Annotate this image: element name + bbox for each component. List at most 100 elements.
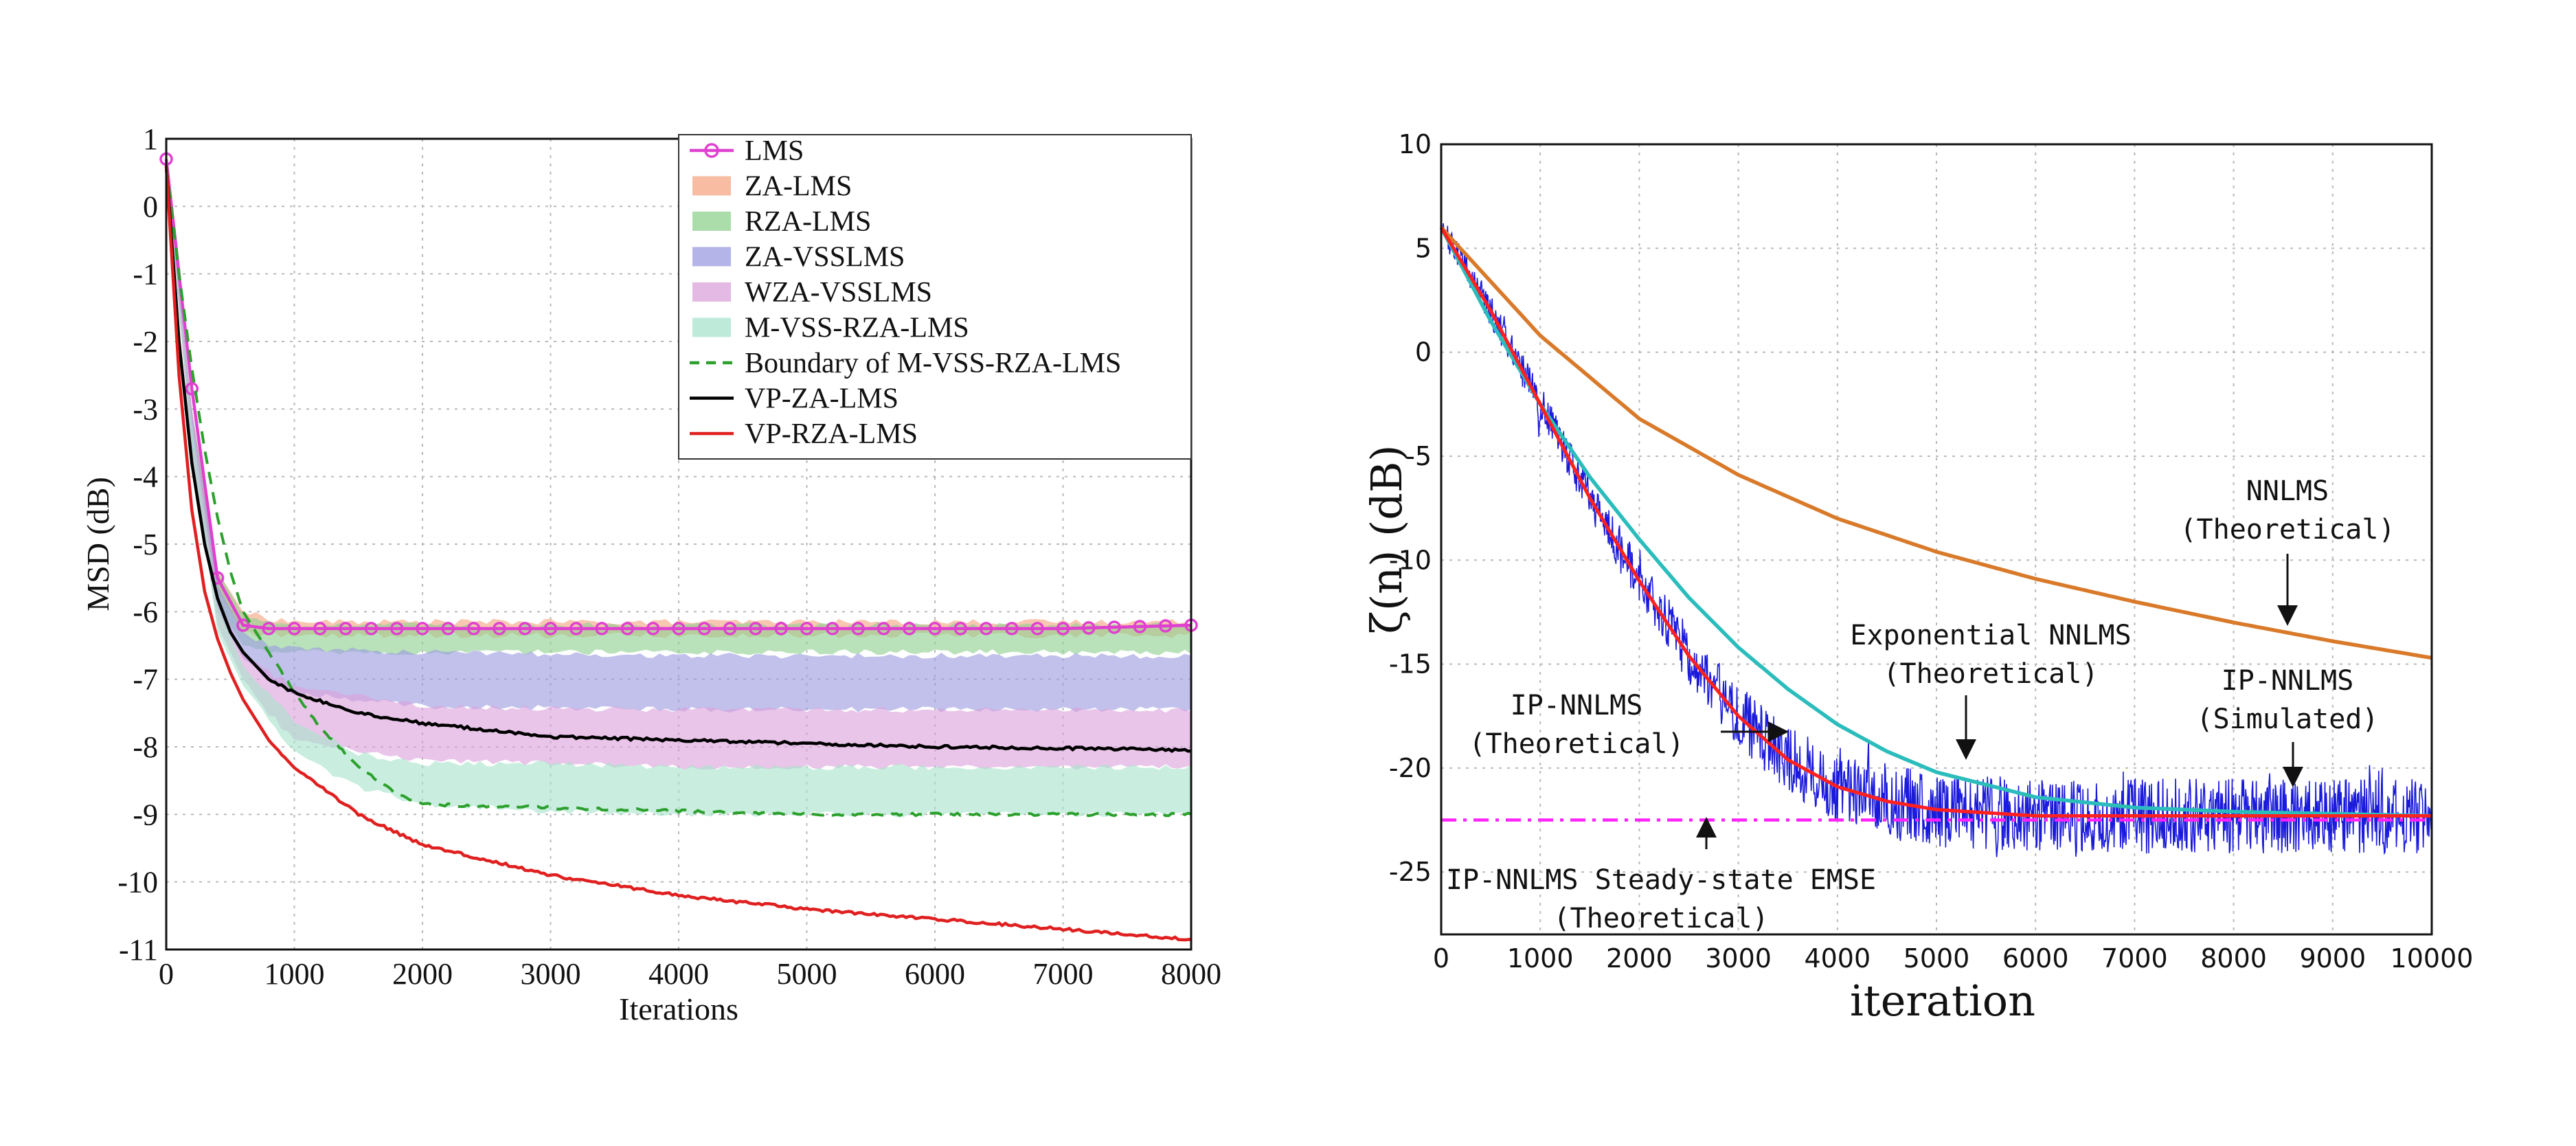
left-line-lms (164, 159, 1192, 631)
right-x-tick-labels: 0 1000 2000 3000 4000 5000 6000 7000 8000 9000 100… (1433, 943, 2474, 974)
legend-entry: RZA-LMS (745, 206, 871, 238)
right-y-axis-title: ζ(n) (dB) (1362, 445, 1412, 633)
lms-marker (518, 622, 532, 636)
legend-marker (704, 143, 719, 158)
annotation-ipth-line: IP-NNLMS (1511, 690, 1643, 721)
lms-marker (826, 622, 839, 636)
left-chart-msd: 0 1000 2000 3000 4000 5000 6000 7000 8000 1 0 -1 -2… (80, 122, 1221, 1026)
lms-marker (466, 622, 481, 636)
right-y-tick-label: 0 (1415, 337, 1432, 368)
lms-marker (416, 622, 429, 636)
right-y-tick-label: -10 (1389, 545, 1432, 575)
annotation-ipth-line: (Theoretical) (1469, 728, 1684, 760)
right-y-tick-labels: 10 5 0 -5 -10 -15 -20 -25 (1389, 129, 1432, 887)
right-x-tick-label: 4000 (1804, 943, 1871, 974)
lms-marker (749, 622, 762, 636)
lms-marker (851, 622, 865, 636)
legend-entry: VP-ZA-LMS (745, 383, 899, 415)
right-y-tick-label: -15 (1389, 649, 1432, 679)
lms-marker (646, 622, 660, 636)
lms-marker (595, 622, 609, 636)
legend-entry: ZA-VSSLMS (745, 242, 905, 273)
right-x-tick-label: 8000 (2200, 943, 2267, 974)
legend-entry: LMS (745, 135, 804, 167)
left-y-tick-label: -3 (133, 392, 158, 426)
lms-marker (979, 622, 993, 636)
left-x-tick-label: 8000 (1161, 957, 1221, 991)
right-chart-emse: 0 1000 2000 3000 4000 5000 6000 7000 8000 9000 100… (1362, 129, 2473, 1026)
annotation-ipsim-line: (Simulated) (2197, 704, 2379, 735)
right-x-axis-title: iteration (1850, 976, 2035, 1026)
lms-marker (236, 618, 250, 632)
left-y-tick-label: 0 (143, 190, 158, 223)
left-x-tick-labels: 0 1000 2000 3000 4000 5000 6000 7000 8000 (159, 957, 1221, 991)
left-x-tick-label: 6000 (905, 957, 965, 991)
left-y-tick-label: -9 (133, 798, 158, 831)
right-lines (1439, 218, 2432, 857)
right-line-nnlms-theoretical (1439, 226, 2432, 660)
right-annotations: NNLMS (Theoretical) Exponential NNLMS (Theo… (1446, 475, 2395, 934)
lms-marker (1107, 620, 1121, 634)
right-x-tick-label: 2000 (1606, 943, 1673, 974)
left-line-vp-za-lms (164, 166, 1191, 753)
right-y-tick-label: -20 (1389, 753, 1432, 783)
right-y-tick-label: -5 (1405, 441, 1432, 471)
right-y-tick-label: 10 (1399, 129, 1432, 159)
lms-marker (493, 622, 506, 636)
left-y-tick-label: -5 (133, 528, 158, 561)
annotation-emse-line: (Theoretical) (1553, 903, 1768, 934)
lms-marker (902, 622, 916, 636)
left-y-tick-label: -6 (133, 595, 158, 629)
right-y-tick-label: 5 (1415, 233, 1432, 263)
left-x-tick-label: 5000 (777, 957, 837, 991)
right-x-tick-label: 3000 (1705, 943, 1772, 974)
right-line-ip-nnlms-theoretical (1439, 226, 2432, 818)
lms-marker (1082, 621, 1096, 635)
annotation-exp-line: Exponential NNLMS (1850, 620, 2131, 651)
lms-marker (953, 622, 968, 636)
lms-marker (364, 622, 379, 636)
left-x-tick-label: 7000 (1033, 957, 1094, 991)
left-y-tick-label: -11 (119, 933, 158, 967)
left-line-vp-rza-lms (164, 166, 1192, 942)
right-x-tick-label: 9000 (2299, 943, 2366, 974)
lms-marker (339, 622, 352, 636)
left-x-tick-label: 2000 (392, 957, 453, 991)
right-x-tick-label: 7000 (2101, 943, 2168, 974)
left-x-tick-label: 0 (159, 957, 174, 991)
left-y-tick-label: -8 (133, 730, 158, 764)
legend-swatch (692, 176, 731, 196)
right-plot-frame (1440, 143, 2433, 936)
legend-entry: WZA-VSSLMS (745, 277, 932, 308)
lms-marker (441, 622, 455, 636)
left-bands (166, 166, 1191, 818)
annotation-ipsim-line: IP-NNLMS (2222, 665, 2354, 697)
left-y-tick-label: -7 (133, 663, 158, 697)
left-x-tick-label: 3000 (521, 957, 581, 991)
left-x-tick-label: 1000 (264, 957, 325, 991)
lms-marker (800, 622, 814, 636)
lms-marker (262, 622, 275, 636)
right-grid (1441, 144, 2432, 934)
lms-marker (672, 622, 686, 636)
left-y-tick-labels: 1 0 -1 -2 -3 -4 -5 -6 -7 -8 -9 -10 -11 (117, 122, 158, 967)
left-x-tick-label: 4000 (648, 957, 709, 991)
lms-marker (1005, 622, 1019, 636)
lms-marker (185, 382, 199, 396)
lms-marker (928, 622, 942, 636)
left-x-axis-title: Iterations (619, 991, 738, 1026)
lms-marker (697, 622, 712, 636)
lms-marker (389, 622, 404, 636)
lms-marker (1158, 619, 1173, 633)
lms-marker (877, 622, 891, 636)
annotation-emse-line: IP-NNLMS Steady-state EMSE (1446, 864, 1876, 896)
left-y-tick-label: -1 (133, 258, 158, 291)
lms-marker (774, 622, 788, 636)
lms-marker (287, 622, 302, 636)
right-y-tick-label: -25 (1389, 857, 1432, 887)
legend-swatch (692, 247, 731, 267)
lms-marker (543, 622, 558, 636)
legend-entry: M-VSS-RZA-LMS (745, 313, 969, 344)
